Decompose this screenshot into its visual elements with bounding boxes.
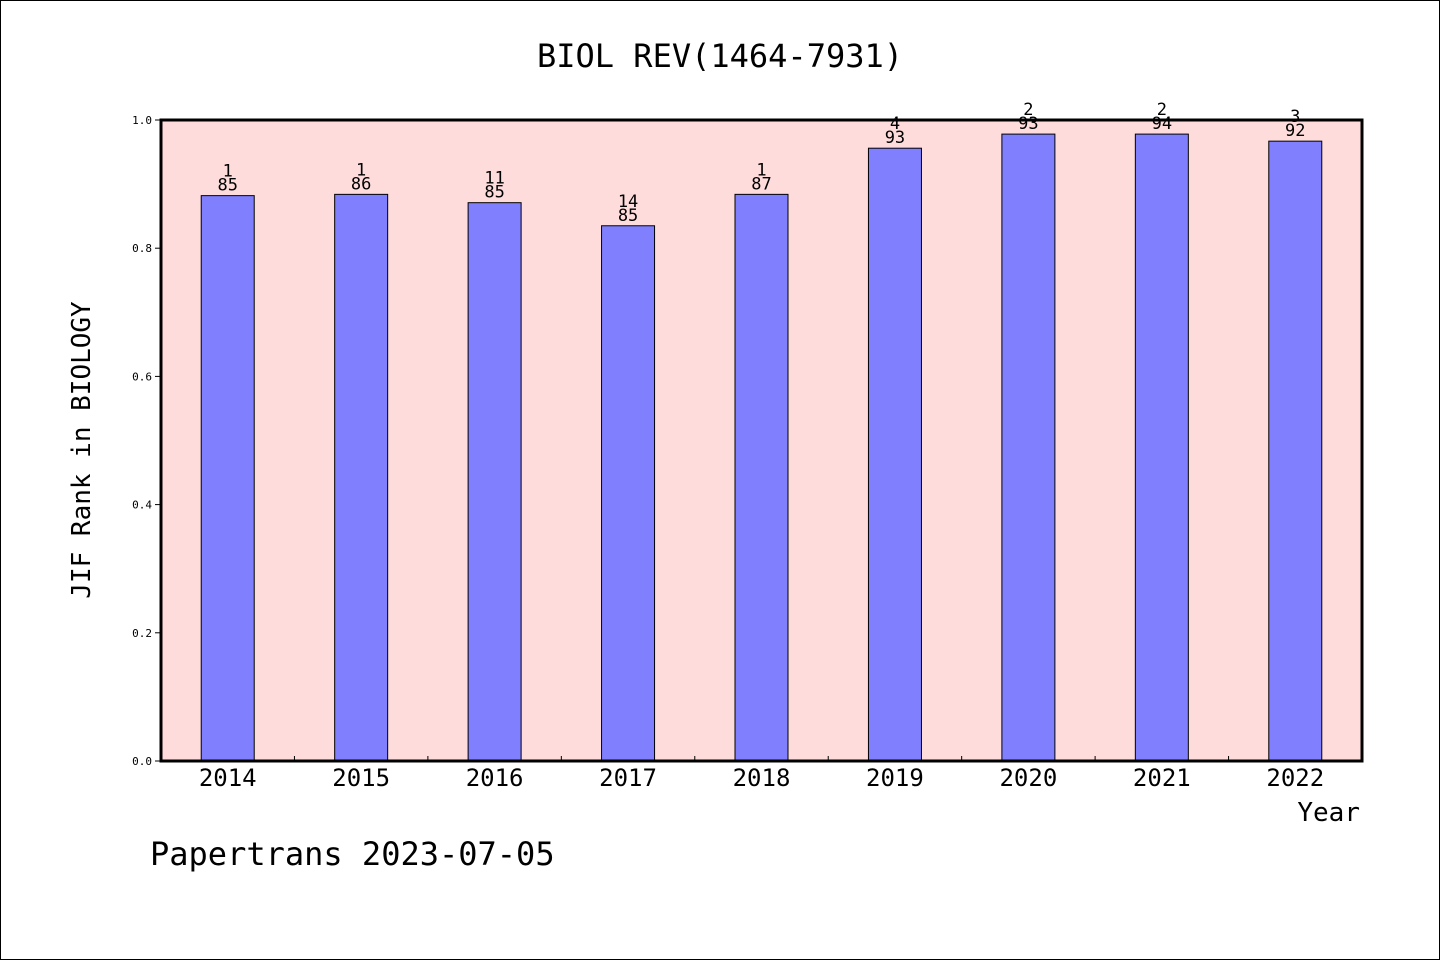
x-tick-label-2015: 2015: [332, 764, 390, 792]
x-axis: 2014 2015 2016 2017 2018 2019 2020 2021 2022: [199, 756, 1324, 792]
bar-2022: [1268, 140, 1323, 762]
footer-text: Papertrans 2023-07-05: [150, 835, 555, 873]
y-tick-label-0.0: 0.0: [132, 755, 152, 768]
plot-border: [159, 118, 1364, 763]
bar-2018: [734, 193, 789, 762]
bar-total-label-2021: 94: [1152, 114, 1172, 134]
x-tick-label-2016: 2016: [466, 764, 524, 792]
bar-2015: [334, 193, 389, 762]
x-axis-label: Year: [1297, 798, 1360, 828]
y-axis-label: JIF Rank in BIOLOGY: [67, 301, 97, 599]
bar-rank-label-2017: 14: [618, 192, 638, 212]
y-tick-label-0.4: 0.4: [132, 499, 152, 512]
x-tick-label-2021: 2021: [1133, 764, 1191, 792]
bar-2016: [467, 202, 522, 762]
y-axis: 0.0 0.2 0.4 0.6 0.8 1.0: [132, 114, 161, 768]
bar-rank-label-2021: 2: [1157, 100, 1167, 120]
y-tick-label-0.8: 0.8: [132, 242, 152, 255]
bar-total-label-2019: 93: [885, 128, 905, 148]
bar-2021: [1134, 133, 1189, 762]
x-tick-label-2020: 2020: [999, 764, 1057, 792]
bar-total-label-2017: 85: [618, 206, 638, 226]
chart-title: BIOL REV(1464-7931): [537, 37, 903, 75]
y-tick-label-0.2: 0.2: [132, 627, 152, 640]
bar-rank-label-2019: 4: [890, 114, 900, 134]
bars-group: [200, 133, 1323, 762]
bar-rank-label-2016: 11: [484, 169, 504, 189]
x-tick-label-2022: 2022: [1266, 764, 1324, 792]
y-tick-label-1.0: 1.0: [132, 114, 152, 127]
bar-total-label-2014: 85: [217, 176, 237, 196]
x-tick-label-2014: 2014: [199, 764, 257, 792]
bar-total-label-2022: 92: [1285, 121, 1305, 141]
bar-total-label-2015: 86: [351, 174, 371, 194]
bar-total-label-2020: 93: [1018, 114, 1038, 134]
bar-2017: [601, 225, 656, 762]
bar-total-label-2018: 87: [751, 174, 771, 194]
bar-2020: [1001, 133, 1056, 762]
bar-rank-label-2014: 1: [223, 162, 233, 182]
x-tick-label-2017: 2017: [599, 764, 657, 792]
bar-total-label-2016: 85: [484, 183, 504, 203]
bar-rank-label-2015: 1: [356, 160, 366, 180]
x-tick-label-2018: 2018: [733, 764, 791, 792]
y-tick-label-0.6: 0.6: [132, 370, 152, 383]
bar-rank-label-2020: 2: [1023, 100, 1033, 120]
x-tick-label-2019: 2019: [866, 764, 924, 792]
bar-rank-label-2022: 3: [1290, 107, 1300, 127]
bar-rank-label-2018: 1: [756, 160, 766, 180]
bar-2014: [200, 195, 255, 762]
bar-2019: [867, 147, 922, 762]
